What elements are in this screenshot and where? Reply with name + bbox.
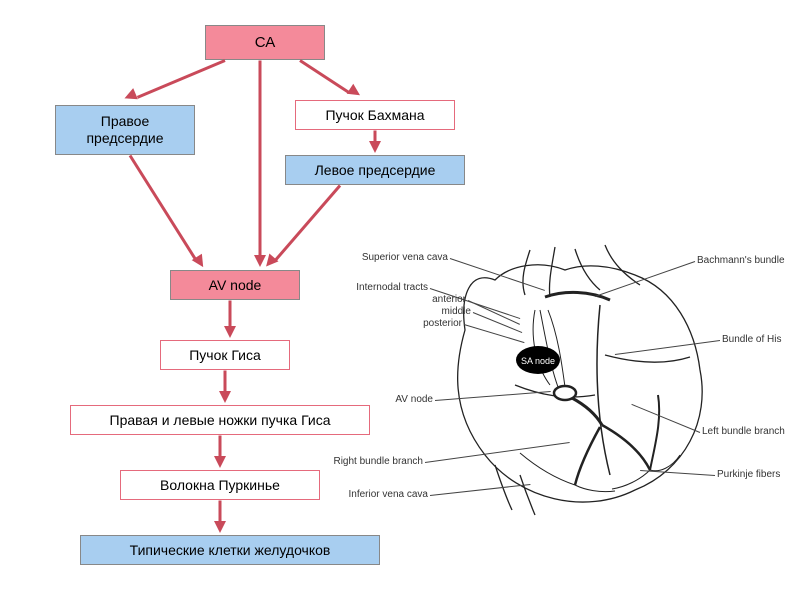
anatomy-label: Left bundle branch — [702, 426, 785, 437]
arrow-line — [299, 59, 349, 93]
arrow-head-icon — [224, 326, 236, 338]
anatomy-label: Superior vena cava — [362, 252, 448, 263]
node-label: Правое предсердие — [64, 113, 186, 147]
node-label: СА — [255, 34, 276, 52]
arrow-head-icon — [369, 141, 381, 153]
arrow-head-icon — [347, 84, 364, 101]
arrow-head-icon — [214, 456, 226, 468]
anatomy-label: Internodal tracts — [356, 282, 428, 293]
anatomy-label: posterior — [423, 318, 462, 329]
arrow-head-icon — [219, 391, 231, 403]
node-right-atrium: Правое предсердие — [55, 105, 195, 155]
arrow-line — [224, 370, 227, 393]
anatomy-label: Right bundle branch — [333, 456, 423, 467]
arrow-line — [274, 184, 341, 261]
node-left-atrium: Левое предсердие — [285, 155, 465, 185]
arrow-line — [259, 60, 262, 257]
anatomy-label: middle — [442, 306, 471, 317]
anatomy-label: AV node — [395, 394, 433, 405]
node-av: AV node — [170, 270, 300, 300]
node-label: Левое предсердие — [315, 162, 436, 179]
anatomy-label: Purkinje fibers — [717, 469, 780, 480]
node-label: AV node — [209, 277, 262, 294]
node-sa: СА — [205, 25, 325, 60]
arrow-head-icon — [214, 521, 226, 533]
anatomy-label: Bachmann's bundle — [697, 255, 785, 266]
svg-text:SA node: SA node — [521, 356, 555, 366]
arrow-line — [129, 154, 197, 260]
node-label: Волокна Пуркинье — [160, 477, 280, 494]
anatomy-label: anterior — [432, 294, 466, 305]
arrow-line — [137, 59, 226, 99]
node-bundle-branches: Правая и левые ножки пучка Гиса — [70, 405, 370, 435]
node-label: Пучок Бахмана — [325, 107, 424, 124]
node-ventricle-cells: Типические клетки желудочков — [80, 535, 380, 565]
anatomy-label: Inferior vena cava — [349, 489, 429, 500]
node-label: Правая и левые ножки пучка Гиса — [110, 412, 331, 429]
arrow-line — [219, 500, 222, 523]
arrow-line — [229, 300, 232, 328]
node-label: Пучок Гиса — [189, 347, 261, 364]
node-purkinje: Волокна Пуркинье — [120, 470, 320, 500]
heart-anatomy-illustration: SA node — [400, 235, 790, 535]
arrow-head-icon — [122, 88, 138, 104]
arrow-line — [219, 435, 222, 458]
node-bachmann: Пучок Бахмана — [295, 100, 455, 130]
anatomy-label: Bundle of His — [722, 334, 781, 345]
node-label: Типические клетки желудочков — [130, 542, 331, 559]
node-his: Пучок Гиса — [160, 340, 290, 370]
